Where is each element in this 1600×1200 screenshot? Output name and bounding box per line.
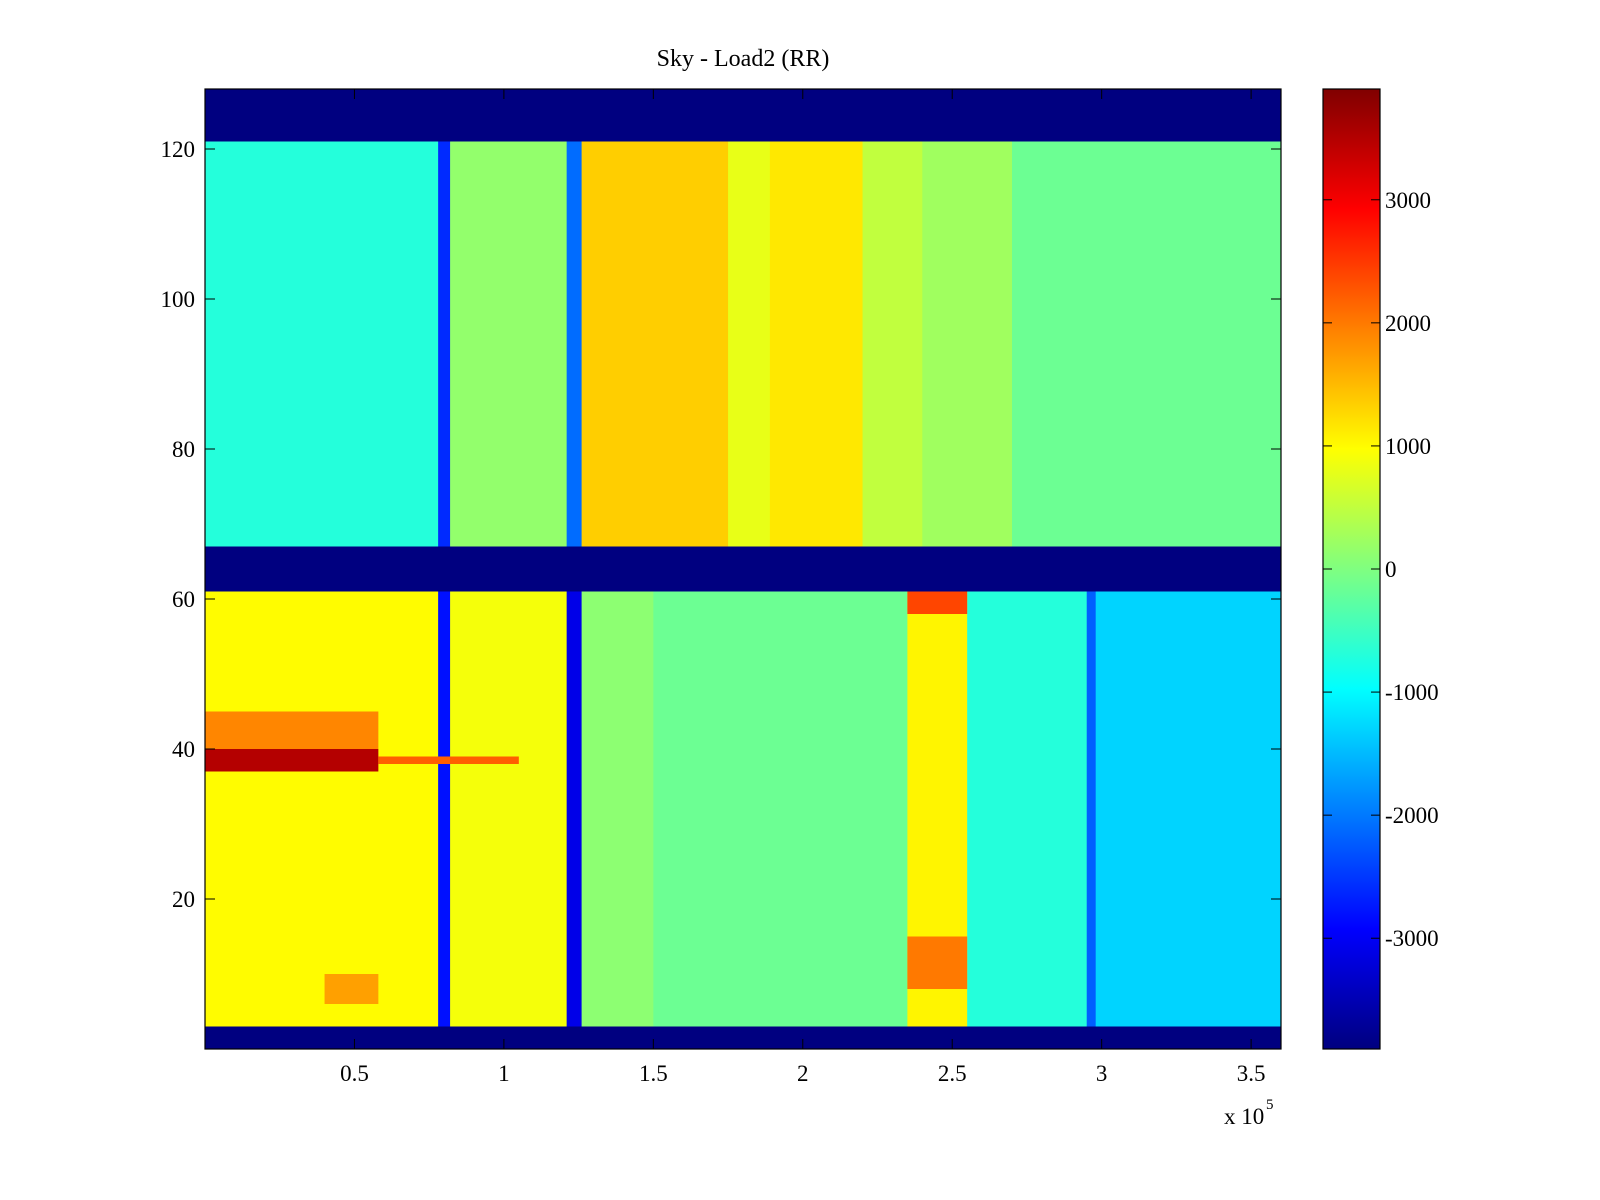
colorbar-tick-label: -2000	[1385, 803, 1439, 828]
x-tick-label: 0.5	[340, 1061, 369, 1086]
x-tick-label: 3	[1096, 1061, 1108, 1086]
heatmap-cell	[1095, 591, 1281, 1027]
colorbar-tick-label: -1000	[1385, 680, 1439, 705]
x-tick-label: 2.5	[938, 1061, 967, 1086]
heatmap-cell	[205, 711, 379, 749]
colorbar-axis: 3000 2000 1000 0 -1000 -2000 -3000	[1323, 188, 1439, 951]
heatmap-blank-band	[205, 546, 1281, 592]
y-tick-label: 100	[161, 287, 196, 312]
colorbar-tick-label: 3000	[1385, 188, 1431, 213]
y-tick-label: 20	[172, 887, 195, 912]
chart-title: Sky - Load2 (RR)	[657, 46, 830, 72]
x-tick-label: 1.5	[639, 1061, 668, 1086]
heatmap-cell	[450, 141, 568, 547]
heatmap-cell	[566, 591, 583, 1027]
colorbar	[1322, 88, 1381, 1050]
heatmap-blank-band	[205, 1026, 1281, 1049]
x-axis-multiplier: x 10	[1224, 1104, 1264, 1129]
heatmap-cell	[324, 974, 379, 1004]
heatmap-cells	[205, 89, 1281, 1049]
heatmap-blank-band	[205, 89, 1281, 142]
heatmap-cell	[450, 591, 568, 1027]
heatmap-cell	[862, 141, 923, 547]
x-axis: 0.5 1 1.5 2 2.5 3 3.5	[340, 89, 1265, 1086]
colorbar-tick-label: 1000	[1385, 434, 1431, 459]
x-tick-label: 1	[498, 1061, 510, 1086]
y-tick-label: 40	[172, 737, 195, 762]
heatmap-cell	[205, 141, 439, 547]
y-tick-label: 60	[172, 587, 195, 612]
colorbar-tick-label: 2000	[1385, 311, 1431, 336]
plot-frame	[204, 88, 1282, 1050]
heatmap-cell	[566, 141, 583, 547]
heatmap-cell	[205, 591, 439, 1027]
x-tick-label: 3.5	[1237, 1061, 1266, 1086]
heatmap-cell	[769, 141, 864, 547]
heatmap-cell	[907, 936, 968, 989]
heatmap-cell	[438, 141, 451, 547]
heatmap-cell	[581, 141, 729, 547]
heatmap-cell	[1086, 591, 1097, 1027]
heatmap-cell	[378, 756, 519, 764]
heatmap-cell	[728, 141, 771, 547]
x-tick-label: 2	[797, 1061, 809, 1086]
heatmap-cell	[1012, 141, 1281, 547]
colorbar-tick-label: -3000	[1385, 926, 1439, 951]
colorbar-tick-label: 0	[1385, 557, 1397, 582]
x-axis-multiplier-exponent: 5	[1266, 1097, 1274, 1113]
heatmap-cell	[922, 141, 1013, 547]
heatmap-cell	[653, 591, 908, 1027]
y-tick-label: 120	[161, 137, 196, 162]
y-tick-label: 80	[172, 437, 195, 462]
y-axis: 20 40 60 80 100 120	[161, 137, 1281, 912]
heatmap-cell	[438, 591, 451, 1027]
heatmap-cell	[967, 591, 1088, 1027]
heatmap-cell	[205, 749, 379, 772]
heatmap-cell	[907, 591, 968, 614]
heatmap-cell	[581, 591, 654, 1027]
